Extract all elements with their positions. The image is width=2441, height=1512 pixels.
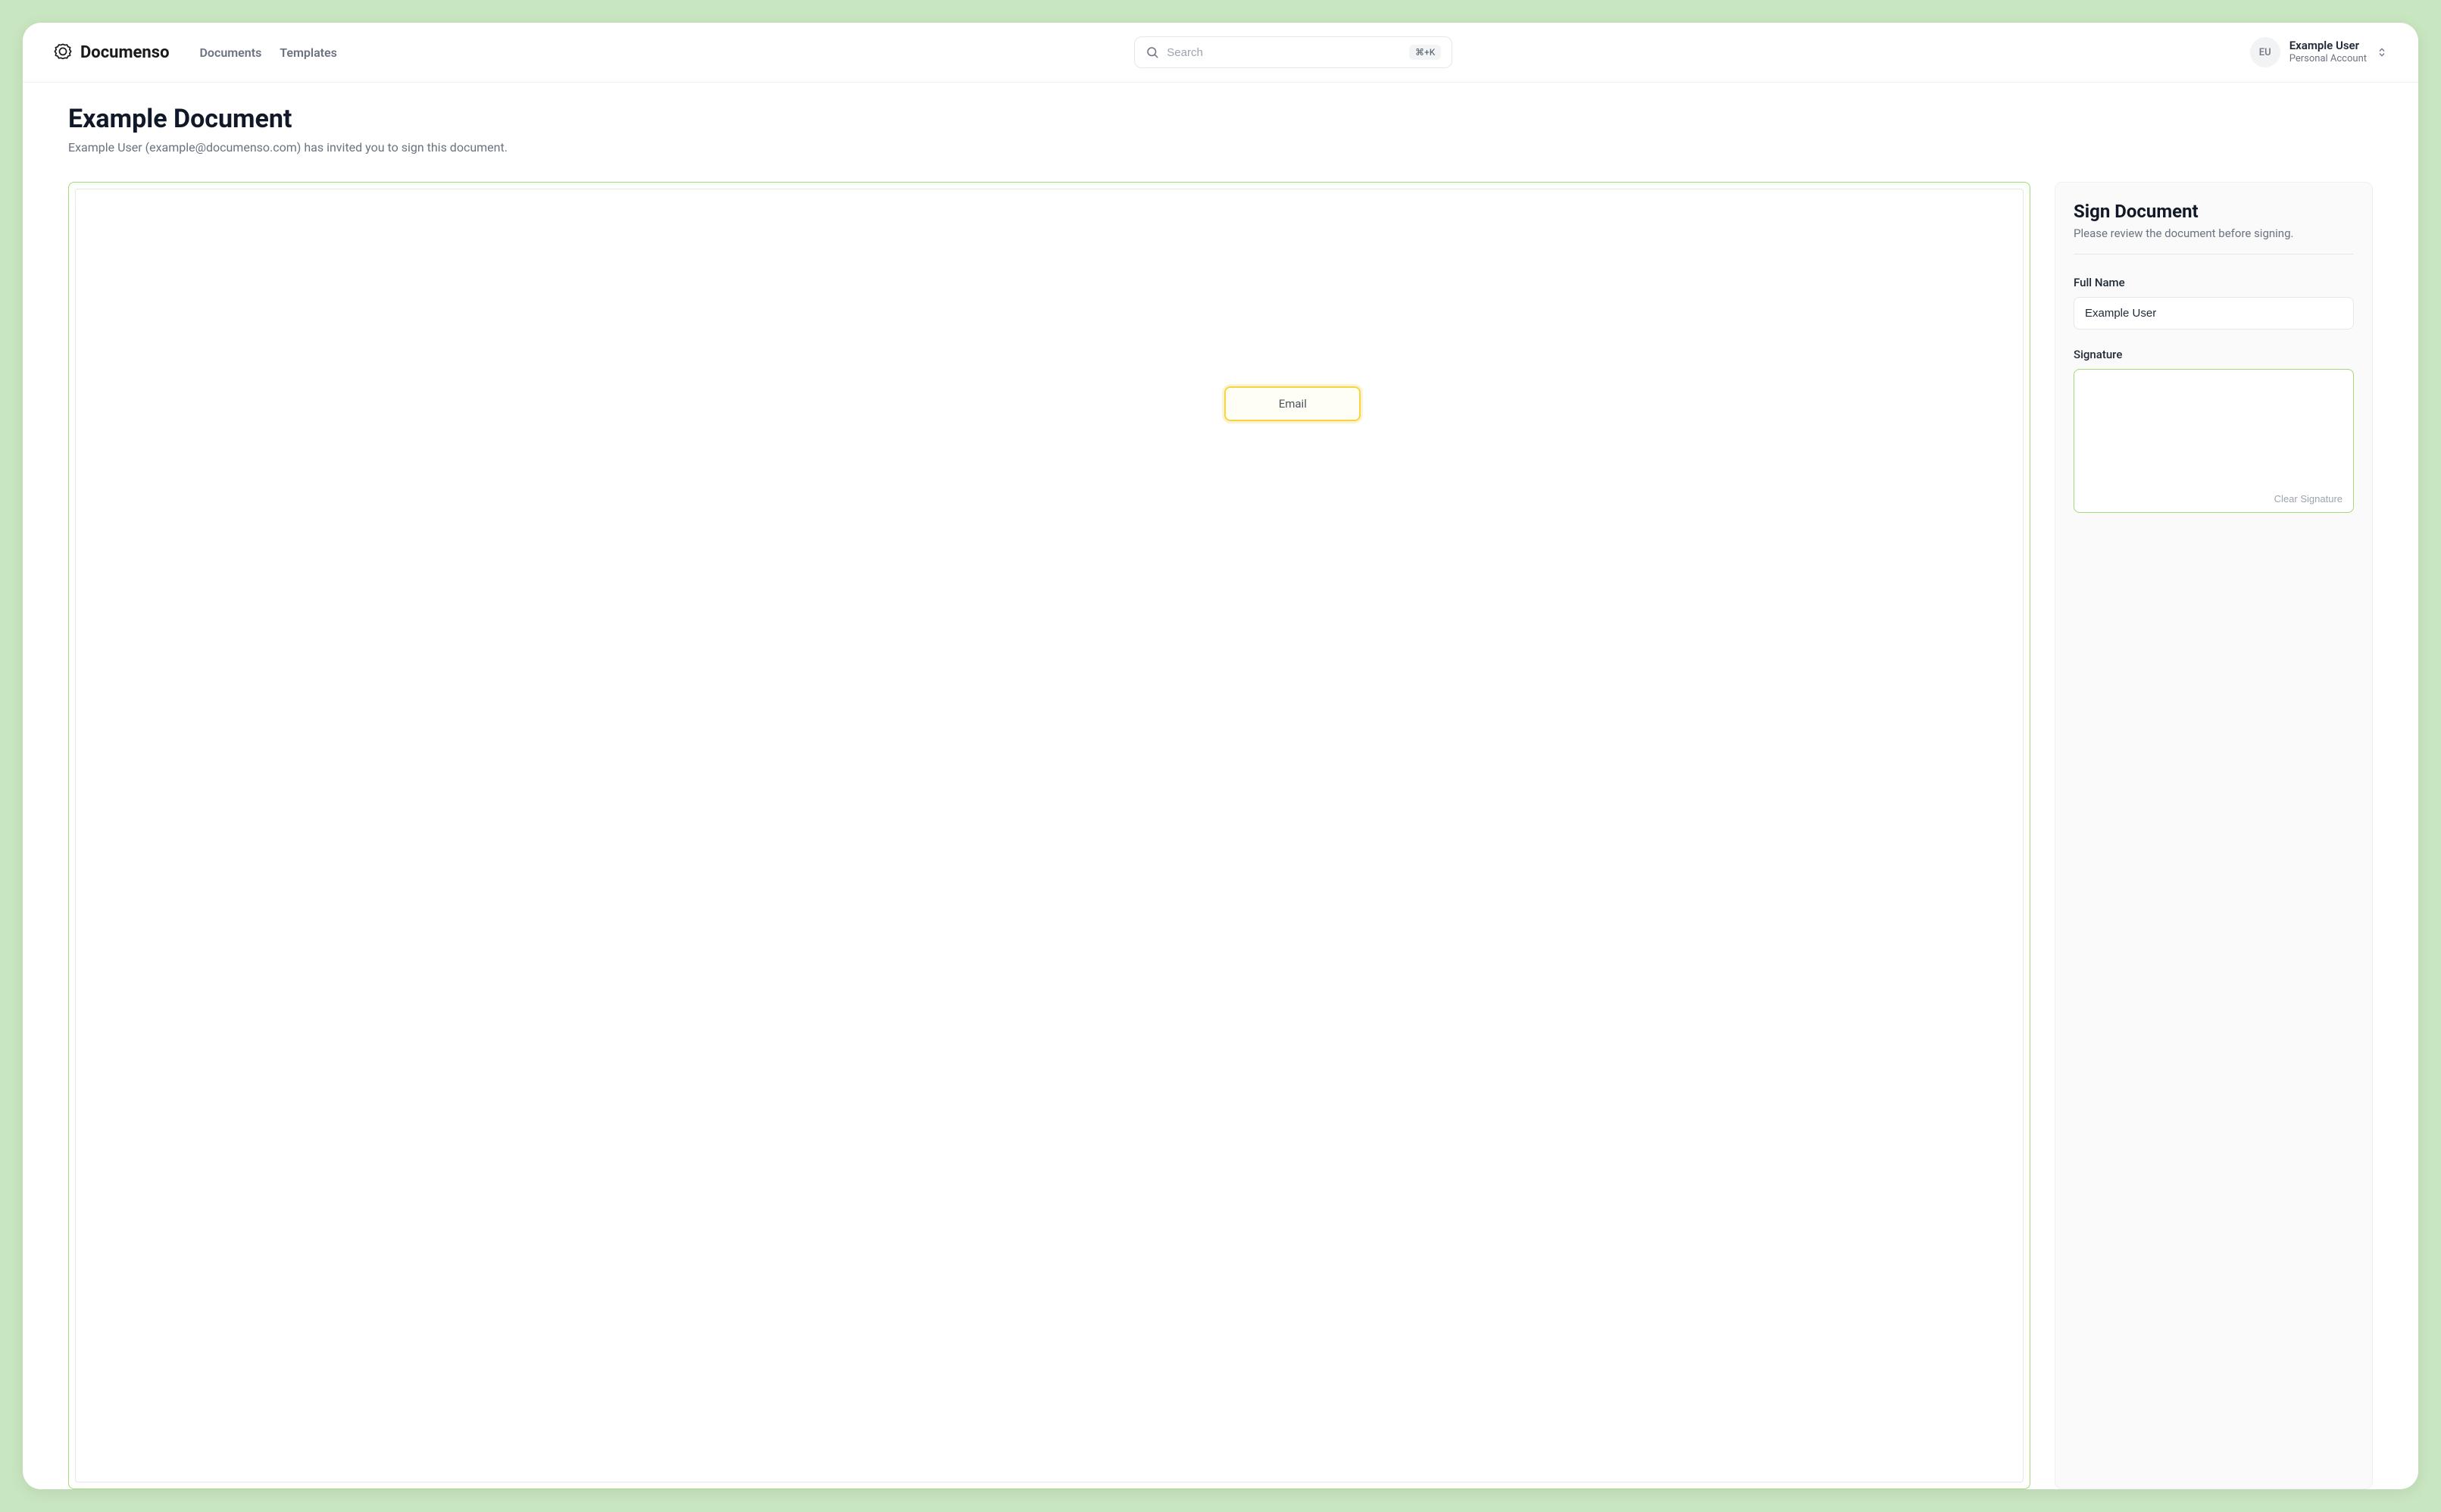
email-field-label: Email: [1279, 397, 1307, 411]
sign-panel: Sign Document Please review the document…: [2055, 182, 2373, 1489]
main-split: Email Sign Document Please review the do…: [68, 182, 2373, 1489]
nav-templates[interactable]: Templates: [280, 45, 337, 60]
page-title: Example Document: [68, 104, 2373, 134]
nav-documents[interactable]: Documents: [200, 45, 262, 60]
chevron-up-down-icon: [2376, 46, 2388, 58]
full-name-input[interactable]: [2074, 297, 2354, 330]
page-subtitle: Example User (example@documenso.com) has…: [68, 140, 2373, 155]
content: Example Document Example User (example@d…: [23, 83, 2418, 1489]
clear-signature-button[interactable]: Clear Signature: [2274, 493, 2343, 505]
sign-panel-subtitle: Please review the document before signin…: [2074, 226, 2354, 240]
account-name: Example User: [2289, 39, 2367, 54]
signature-pad[interactable]: Clear Signature: [2074, 369, 2354, 513]
brand[interactable]: Documenso: [53, 42, 170, 62]
account-menu[interactable]: EU Example User Personal Account: [2250, 37, 2388, 67]
full-name-label: Full Name: [2074, 276, 2354, 289]
search-input[interactable]: [1167, 46, 1402, 59]
brand-logo-icon: [53, 42, 73, 62]
account-subtitle: Personal Account: [2289, 53, 2367, 66]
sign-panel-title: Sign Document: [2074, 201, 2354, 222]
brand-name: Documenso: [80, 43, 170, 62]
avatar: EU: [2250, 37, 2280, 67]
signature-label: Signature: [2074, 348, 2354, 361]
topbar: Documenso Documents Templates ⌘+K EU Exa…: [23, 23, 2418, 83]
document-viewer[interactable]: Email: [68, 182, 2030, 1489]
search-icon: [1145, 45, 1159, 59]
search-box[interactable]: ⌘+K: [1134, 36, 1452, 68]
search-shortcut: ⌘+K: [1409, 45, 1441, 60]
search-container: ⌘+K: [367, 36, 2220, 68]
app-window: Documenso Documents Templates ⌘+K EU Exa…: [23, 23, 2418, 1489]
email-field-pill[interactable]: Email: [1224, 386, 1361, 421]
divider: [2074, 254, 2354, 255]
nav-links: Documents Templates: [200, 45, 337, 60]
document-page: Email: [75, 189, 2024, 1482]
account-text: Example User Personal Account: [2289, 39, 2367, 66]
